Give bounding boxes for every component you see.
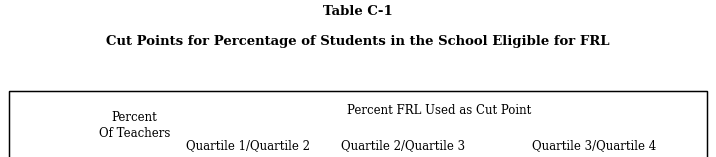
- Text: Percent
Of Teachers: Percent Of Teachers: [99, 111, 170, 141]
- Text: Cut Points for Percentage of Students in the School Eligible for FRL: Cut Points for Percentage of Students in…: [106, 35, 610, 48]
- Text: Quartile 1/Quartile 2: Quartile 1/Quartile 2: [186, 139, 310, 152]
- Text: Quartile 2/Quartile 3: Quartile 2/Quartile 3: [342, 139, 465, 152]
- Text: Quartile 3/Quartile 4: Quartile 3/Quartile 4: [532, 139, 657, 152]
- Text: Table C-1: Table C-1: [323, 5, 393, 18]
- Text: Percent FRL Used as Cut Point: Percent FRL Used as Cut Point: [347, 104, 531, 117]
